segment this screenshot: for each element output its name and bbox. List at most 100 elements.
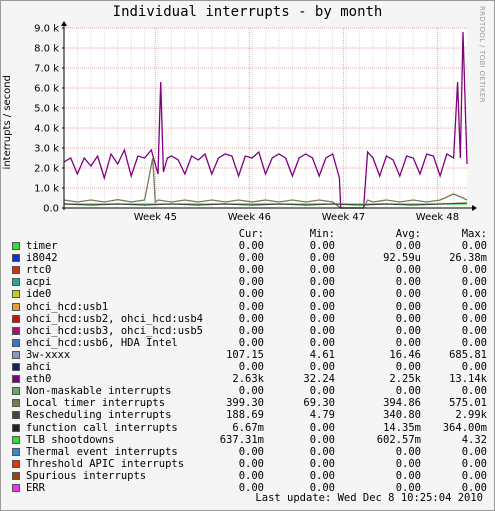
legend-row: ohci_hcd:usb3, ohci_hcd:usb5 0.00 0.00 0.00… (12, 325, 487, 337)
legend-value-max: 0.00 (461, 264, 487, 277)
legend-value-cur: 107.15 (226, 348, 264, 361)
legend-series-name: 3w-xxxx (26, 348, 71, 361)
legend-value-cur: 0.00 (238, 385, 264, 398)
legend-rows: timer 0.00 0.00 0.00 0.00 i8042 0.00 0.00 92.59u… (12, 240, 487, 494)
legend-swatch (12, 266, 20, 275)
y-tick-label: 0.0 (43, 204, 59, 215)
legend-series-name: Threshold APIC interrupts (26, 457, 185, 470)
legend-swatch (12, 326, 20, 335)
legend-swatch (12, 399, 20, 408)
x-tick-label: Week 45 (134, 212, 177, 223)
legend-value-max: 0.00 (461, 385, 487, 398)
legend-value-cur: 0.00 (238, 264, 264, 277)
plot-area: 0.0 1.0 k 2.0 k 3.0 k 4.0 k 5.0 k 6.0 k 7.0 k 8.… (34, 21, 477, 223)
legend-value-avg: 0.00 (395, 457, 421, 470)
legend-row: i8042 0.00 0.00 92.59u 26.38m (12, 252, 487, 264)
legend-value-min: 69.30 (303, 397, 335, 410)
x-tick-label: Week 47 (322, 212, 365, 223)
legend-swatch (12, 483, 20, 492)
legend-swatch (12, 350, 20, 359)
legend-series-name: ohci_hcd:usb1 (26, 300, 109, 313)
legend-value-avg: 602.57m (376, 433, 421, 446)
legend-swatch (12, 302, 20, 311)
legend-value-cur: 0.00 (238, 445, 264, 458)
legend-row: timer 0.00 0.00 0.00 0.00 (12, 240, 487, 252)
legend-value-max: 0.00 (461, 276, 487, 289)
legend-value-cur: 0.00 (238, 481, 264, 494)
legend-row: eth0 2.63k 32.24 2.25k 13.14k (12, 373, 487, 385)
legend-value-min: 0.00 (309, 457, 335, 470)
legend-value-max: 364.00m (442, 421, 487, 434)
series-line-rescheduling-interrupts (63, 202, 468, 206)
legend-value-min: 0.00 (309, 264, 335, 277)
legend-value-cur: 2.63k (232, 373, 264, 386)
legend-value-min: 0.00 (309, 385, 335, 398)
legend-row: function call interrupts 6.67m 0.00 14.35m 3… (12, 422, 487, 434)
legend-value-avg: 0.00 (395, 300, 421, 313)
legend-value-cur: 0.00 (238, 361, 264, 374)
legend-swatch (12, 471, 20, 480)
legend-value-max: 575.01 (449, 397, 487, 410)
legend-value-min: 4.79 (309, 409, 335, 422)
legend-series-name: ide0 (26, 288, 52, 301)
legend-value-min: 0.00 (309, 324, 335, 337)
legend-value-max: 0.00 (461, 469, 487, 482)
legend-value-max: 2.99k (455, 409, 487, 422)
chart-title: Individual interrupts - by month (112, 4, 383, 20)
legend-row: acpi 0.00 0.00 0.00 0.00 (12, 276, 487, 288)
legend-swatch (12, 290, 20, 299)
legend-value-cur: 399.30 (226, 397, 264, 410)
legend-swatch (12, 423, 20, 432)
grid (64, 27, 467, 208)
legend-series-name: Local timer interrupts (26, 397, 166, 410)
legend-value-min: 0.00 (309, 433, 335, 446)
legend-value-max: 4.32 (461, 433, 487, 446)
legend-value-min: 0.00 (309, 276, 335, 289)
legend-value-cur: 0.00 (238, 300, 264, 313)
legend-series-name: eth0 (26, 373, 52, 386)
legend-row: ohci_hcd:usb1 0.00 0.00 0.00 0.00 (12, 301, 487, 313)
legend-value-cur: 0.00 (238, 336, 264, 349)
legend-series-name: rtc0 (26, 264, 52, 277)
legend-row: ohci_hcd:usb2, ohci_hcd:usb4 0.00 0.00 0.00… (12, 313, 487, 325)
legend-swatch (12, 411, 20, 420)
legend-row: ERR 0.00 0.00 0.00 0.00 (12, 482, 487, 494)
legend: Cur: Min: Avg: Max: timer 0.00 0.00 0.00 0.0… (12, 228, 487, 494)
legend-value-min: 0.00 (309, 421, 335, 434)
legend-value-cur: 6.67m (232, 421, 264, 434)
legend-header-row: Cur: Min: Avg: Max: (12, 228, 487, 240)
legend-value-min: 0.00 (309, 312, 335, 325)
legend-series-name: TLB shootdowns (26, 433, 115, 446)
x-ticks: Week 45 Week 46 Week 47 Week 48 (134, 212, 459, 223)
legend-row: ahci 0.00 0.00 0.00 0.00 (12, 361, 487, 373)
legend-row: ehci_hcd:usb6, HDA Intel 0.00 0.00 0.00 0.00 (12, 337, 487, 349)
legend-header-min: Min: (309, 228, 335, 240)
legend-value-max: 0.00 (461, 324, 487, 337)
legend-value-max: 0.00 (461, 300, 487, 313)
legend-value-max: 0.00 (461, 312, 487, 325)
legend-header-cur: Cur: (238, 228, 264, 240)
x-tick-label: Week 46 (228, 212, 271, 223)
legend-value-avg: 0.00 (395, 481, 421, 494)
y-tick-label: 9.0 k (34, 24, 59, 35)
legend-value-cur: 188.69 (226, 409, 264, 422)
legend-swatch (12, 254, 20, 263)
legend-header-max: Max: (461, 228, 487, 240)
legend-series-name: function call interrupts (26, 421, 178, 434)
legend-value-max: 0.00 (461, 481, 487, 494)
legend-series-name: ERR (26, 481, 45, 494)
legend-value-avg: 0.00 (395, 445, 421, 458)
legend-value-max: 0.00 (461, 288, 487, 301)
legend-swatch (12, 242, 20, 251)
legend-swatch (12, 435, 20, 444)
legend-value-avg: 0.00 (395, 385, 421, 398)
legend-row: Thermal event interrupts 0.00 0.00 0.00 0.00 (12, 446, 487, 458)
legend-row: rtc0 0.00 0.00 0.00 0.00 (12, 264, 487, 276)
legend-row: Spurious interrupts 0.00 0.00 0.00 0.00 (12, 470, 487, 482)
legend-swatch (12, 387, 20, 396)
legend-value-max: 0.00 (461, 361, 487, 374)
legend-value-avg: 340.80 (383, 409, 421, 422)
legend-value-min: 0.00 (309, 361, 335, 374)
legend-row: TLB shootdowns 637.31m 0.00 602.57m 4.32 (12, 434, 487, 446)
legend-series-name: Thermal event interrupts (26, 445, 178, 458)
